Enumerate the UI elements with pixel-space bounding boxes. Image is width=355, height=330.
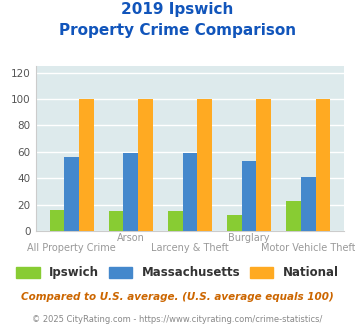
Bar (242, 161, 256, 231)
Bar (316, 99, 330, 231)
Bar (79, 99, 94, 231)
Text: Motor Vehicle Theft: Motor Vehicle Theft (261, 243, 355, 252)
Bar (286, 201, 301, 231)
Bar (138, 99, 153, 231)
Bar (301, 177, 316, 231)
Text: Burglary: Burglary (228, 233, 270, 243)
Text: 2019 Ipswich: 2019 Ipswich (121, 2, 234, 16)
Text: Larceny & Theft: Larceny & Theft (151, 243, 229, 252)
Text: Compared to U.S. average. (U.S. average equals 100): Compared to U.S. average. (U.S. average … (21, 292, 334, 302)
Text: Property Crime Comparison: Property Crime Comparison (59, 23, 296, 38)
Text: All Property Crime: All Property Crime (27, 243, 116, 252)
Legend: Ipswich, Massachusetts, National: Ipswich, Massachusetts, National (11, 262, 344, 284)
Bar (197, 99, 212, 231)
Bar (50, 210, 64, 231)
Bar (256, 99, 271, 231)
Text: Arson: Arson (117, 233, 145, 243)
Bar (124, 153, 138, 231)
Bar (227, 215, 242, 231)
Bar (168, 211, 182, 231)
Bar (182, 153, 197, 231)
Bar (109, 211, 124, 231)
Text: © 2025 CityRating.com - https://www.cityrating.com/crime-statistics/: © 2025 CityRating.com - https://www.city… (32, 315, 323, 324)
Bar (64, 157, 79, 231)
